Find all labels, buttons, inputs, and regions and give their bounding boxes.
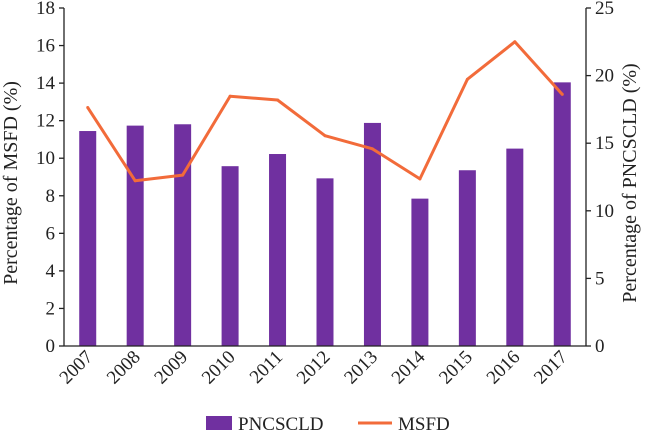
point-msfd-2015 <box>465 77 469 81</box>
x-tick-label-2014: 2014 <box>388 346 430 388</box>
point-msfd-2017 <box>560 92 564 96</box>
right-tick-label: 15 <box>595 133 614 154</box>
right-tick-label: 0 <box>595 336 605 357</box>
right-tick-label: 5 <box>595 268 605 289</box>
right-y-axis-ticks: 0 5 10 15 20 25 <box>586 0 614 357</box>
bar-pncscld-2011 <box>269 154 287 346</box>
x-tick-label-2013: 2013 <box>340 347 382 389</box>
x-tick-label-2010: 2010 <box>198 347 240 389</box>
point-msfd-2012 <box>323 134 327 138</box>
left-y-axis-ticks: 0 2 4 6 8 10 12 14 16 18 <box>36 0 64 357</box>
left-tick-label: 2 <box>46 298 56 319</box>
bar-series-pncscld <box>79 82 571 347</box>
bar-pncscld-2009 <box>174 124 192 346</box>
bar-pncscld-2017 <box>553 82 571 347</box>
point-msfd-2016 <box>513 40 517 44</box>
bar-pncscld-2007 <box>79 131 97 346</box>
left-tick-label: 14 <box>36 73 56 94</box>
bar-pncscld-2010 <box>221 166 239 346</box>
left-tick-label: 6 <box>46 223 56 244</box>
left-tick-label: 10 <box>36 148 55 169</box>
right-tick-label: 10 <box>595 201 614 222</box>
line-series-msfd <box>86 40 564 183</box>
bar-pncscld-2012 <box>316 178 334 346</box>
x-tick-label-2009: 2009 <box>150 347 192 389</box>
point-msfd-2013 <box>370 147 374 151</box>
bar-pncscld-2016 <box>506 148 524 346</box>
x-tick-label-2007: 2007 <box>56 347 98 389</box>
point-msfd-2009 <box>181 173 185 177</box>
left-tick-label: 18 <box>36 0 55 19</box>
x-tick-label-2011: 2011 <box>246 347 287 388</box>
right-tick-label: 25 <box>595 0 614 19</box>
left-axis-title: Percentage of MSFD (%) <box>0 81 22 285</box>
right-tick-label: 20 <box>595 66 614 87</box>
left-tick-label: 8 <box>46 186 56 207</box>
x-tick-label-2008: 2008 <box>103 347 145 389</box>
x-tick-label-2017: 2017 <box>530 347 572 389</box>
x-tick-label-2016: 2016 <box>483 347 525 389</box>
x-tick-label-2012: 2012 <box>293 347 335 389</box>
point-msfd-2011 <box>276 98 280 102</box>
point-msfd-2014 <box>418 177 422 181</box>
bar-pncscld-2014 <box>411 198 429 346</box>
bar-pncscld-2013 <box>363 122 381 346</box>
left-tick-label: 16 <box>36 36 55 57</box>
point-msfd-2008 <box>133 179 137 183</box>
x-tick-labels: 2007 2008 2009 2010 2011 2012 2013 2014 2015 2016… <box>56 346 572 388</box>
legend: PNCSCLD MSFD <box>206 414 450 434</box>
legend-label-msfd: MSFD <box>398 414 450 434</box>
left-tick-label: 4 <box>46 261 56 282</box>
bar-pncscld-2008 <box>126 125 144 347</box>
legend-label-pncscld: PNCSCLD <box>238 414 324 434</box>
point-msfd-2010 <box>228 94 232 98</box>
right-axis-title: Percentage of PNCSCLD (%) <box>619 63 641 302</box>
bar-pncscld-2015 <box>458 170 476 346</box>
left-tick-label: 12 <box>36 111 55 132</box>
left-tick-label: 0 <box>46 336 56 357</box>
point-msfd-2007 <box>86 106 90 110</box>
line-msfd <box>86 40 564 183</box>
legend-swatch-pncscld <box>206 416 232 430</box>
x-tick-label-2015: 2015 <box>435 347 477 389</box>
axes <box>63 8 587 347</box>
